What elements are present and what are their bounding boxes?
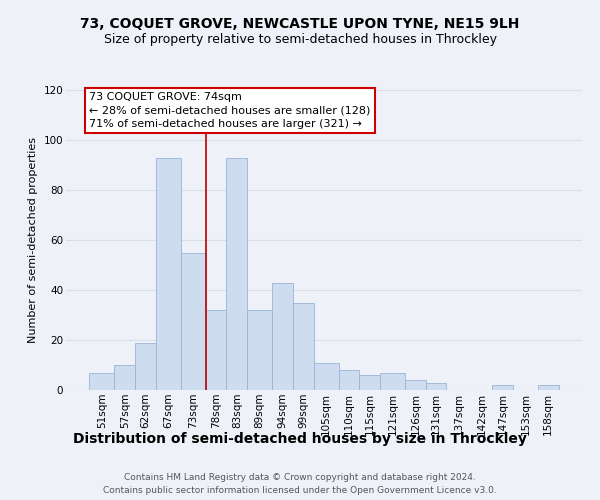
Bar bbox=[156, 158, 181, 390]
Text: 73 COQUET GROVE: 74sqm
← 28% of semi-detached houses are smaller (128)
71% of se: 73 COQUET GROVE: 74sqm ← 28% of semi-det… bbox=[89, 92, 371, 129]
Bar bbox=[359, 375, 380, 390]
Text: 73, COQUET GROVE, NEWCASTLE UPON TYNE, NE15 9LH: 73, COQUET GROVE, NEWCASTLE UPON TYNE, N… bbox=[80, 18, 520, 32]
Bar bbox=[314, 362, 338, 390]
Bar bbox=[338, 370, 359, 390]
Bar bbox=[135, 342, 156, 390]
Bar bbox=[226, 158, 247, 390]
Bar bbox=[426, 382, 446, 390]
Bar bbox=[247, 310, 272, 390]
Bar bbox=[89, 372, 115, 390]
Bar bbox=[181, 252, 206, 390]
Text: Size of property relative to semi-detached houses in Throckley: Size of property relative to semi-detach… bbox=[104, 32, 497, 46]
Bar bbox=[272, 282, 293, 390]
Bar bbox=[492, 385, 513, 390]
Bar bbox=[538, 385, 559, 390]
Bar bbox=[380, 372, 405, 390]
Y-axis label: Number of semi-detached properties: Number of semi-detached properties bbox=[28, 137, 38, 343]
Text: Distribution of semi-detached houses by size in Throckley: Distribution of semi-detached houses by … bbox=[73, 432, 527, 446]
Bar bbox=[405, 380, 426, 390]
Bar bbox=[293, 302, 314, 390]
Text: Contains HM Land Registry data © Crown copyright and database right 2024.
Contai: Contains HM Land Registry data © Crown c… bbox=[103, 474, 497, 495]
Bar bbox=[115, 365, 135, 390]
Bar bbox=[206, 310, 226, 390]
